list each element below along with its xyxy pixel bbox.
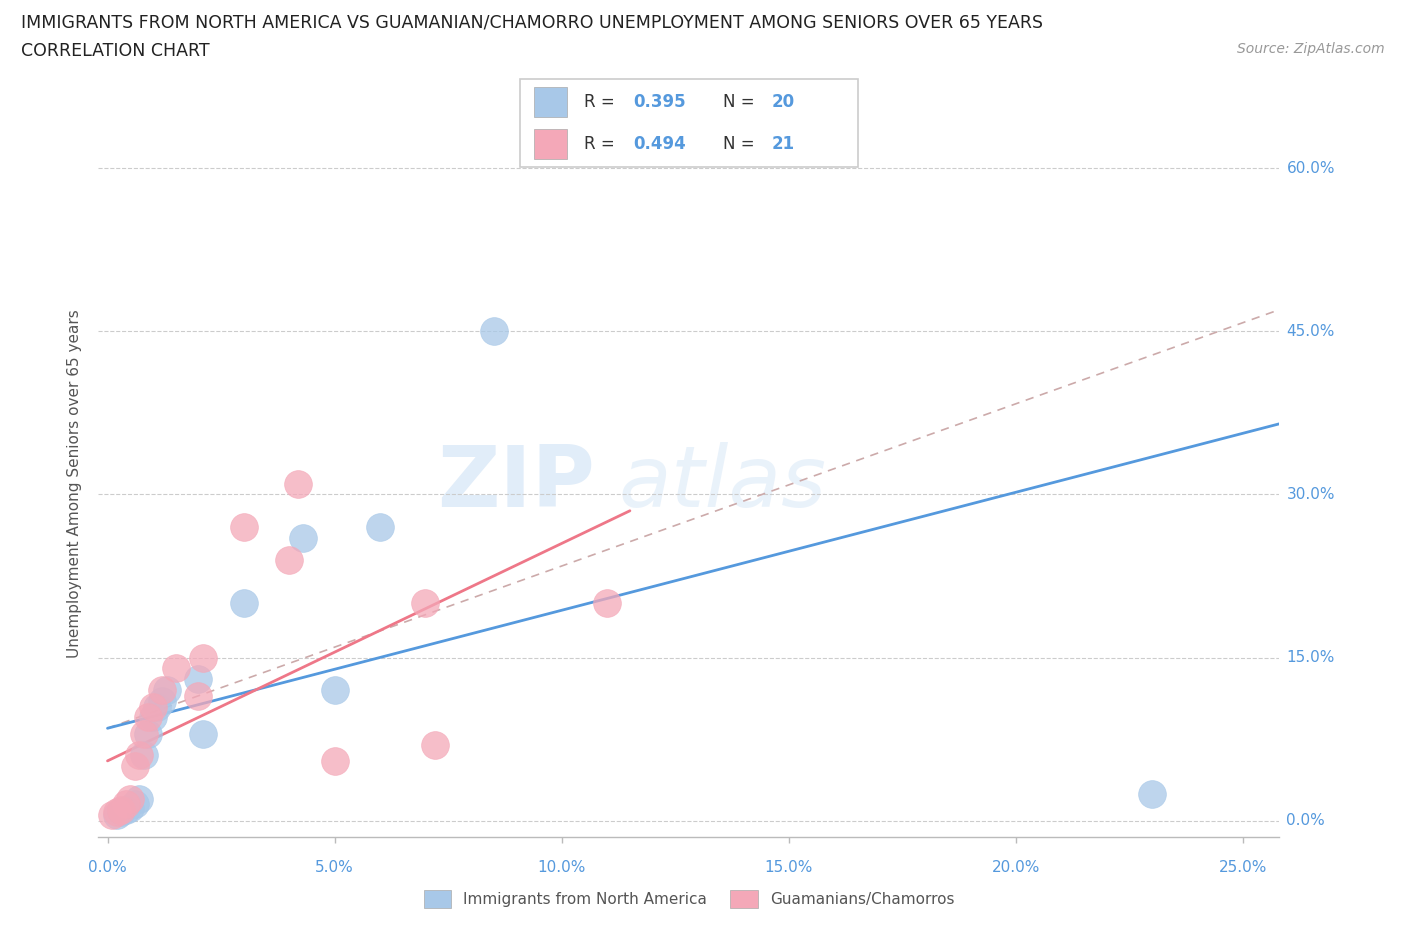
- Point: [423, 737, 446, 752]
- Bar: [534, 128, 568, 159]
- Point: [232, 520, 254, 535]
- Text: 0.395: 0.395: [633, 93, 686, 111]
- Text: 0.494: 0.494: [633, 135, 686, 153]
- Point: [124, 797, 146, 812]
- Point: [323, 683, 346, 698]
- Point: [596, 596, 619, 611]
- Point: [150, 683, 173, 698]
- Text: Source: ZipAtlas.com: Source: ZipAtlas.com: [1237, 42, 1385, 56]
- Point: [105, 808, 128, 823]
- Point: [1142, 786, 1164, 801]
- Text: 30.0%: 30.0%: [1286, 487, 1334, 502]
- Point: [187, 671, 209, 686]
- Point: [114, 803, 136, 817]
- Point: [191, 726, 214, 741]
- Point: [291, 530, 314, 545]
- Point: [482, 324, 505, 339]
- Point: [101, 808, 124, 823]
- Text: 10.0%: 10.0%: [537, 860, 586, 875]
- Text: 21: 21: [772, 135, 794, 153]
- Point: [138, 710, 160, 724]
- Text: atlas: atlas: [619, 442, 827, 525]
- Text: 20.0%: 20.0%: [991, 860, 1040, 875]
- Point: [128, 748, 150, 763]
- Point: [155, 683, 177, 698]
- Point: [415, 596, 437, 611]
- Text: 0.0%: 0.0%: [89, 860, 127, 875]
- Text: 15.0%: 15.0%: [1286, 650, 1334, 665]
- Text: 60.0%: 60.0%: [1286, 161, 1334, 176]
- Text: CORRELATION CHART: CORRELATION CHART: [21, 42, 209, 60]
- Text: 45.0%: 45.0%: [1286, 324, 1334, 339]
- Legend: Immigrants from North America, Guamanians/Chamorros: Immigrants from North America, Guamanian…: [418, 884, 960, 914]
- Text: 15.0%: 15.0%: [765, 860, 813, 875]
- Point: [114, 797, 136, 812]
- Point: [120, 800, 142, 815]
- Point: [132, 726, 155, 741]
- Text: ZIP: ZIP: [437, 442, 595, 525]
- Point: [368, 520, 391, 535]
- Text: 20: 20: [772, 93, 794, 111]
- Point: [124, 759, 146, 774]
- Point: [287, 476, 309, 491]
- Text: N =: N =: [723, 135, 759, 153]
- Point: [105, 804, 128, 819]
- Text: 25.0%: 25.0%: [1219, 860, 1267, 875]
- Text: N =: N =: [723, 93, 759, 111]
- Text: 5.0%: 5.0%: [315, 860, 354, 875]
- Point: [138, 726, 160, 741]
- Text: R =: R =: [585, 93, 620, 111]
- Text: IMMIGRANTS FROM NORTH AMERICA VS GUAMANIAN/CHAMORRO UNEMPLOYMENT AMONG SENIORS O: IMMIGRANTS FROM NORTH AMERICA VS GUAMANI…: [21, 14, 1043, 32]
- Point: [150, 694, 173, 709]
- Point: [278, 552, 301, 567]
- Point: [110, 803, 132, 817]
- Text: R =: R =: [585, 135, 620, 153]
- Point: [146, 699, 169, 714]
- Point: [110, 804, 132, 819]
- Point: [128, 791, 150, 806]
- Point: [165, 661, 187, 676]
- Point: [187, 688, 209, 703]
- Bar: [534, 87, 568, 117]
- Point: [132, 748, 155, 763]
- Point: [323, 753, 346, 768]
- Point: [120, 791, 142, 806]
- Point: [142, 699, 165, 714]
- Point: [191, 650, 214, 665]
- Point: [232, 596, 254, 611]
- Point: [142, 710, 165, 724]
- Y-axis label: Unemployment Among Seniors over 65 years: Unemployment Among Seniors over 65 years: [67, 309, 83, 658]
- Text: 0.0%: 0.0%: [1286, 813, 1326, 829]
